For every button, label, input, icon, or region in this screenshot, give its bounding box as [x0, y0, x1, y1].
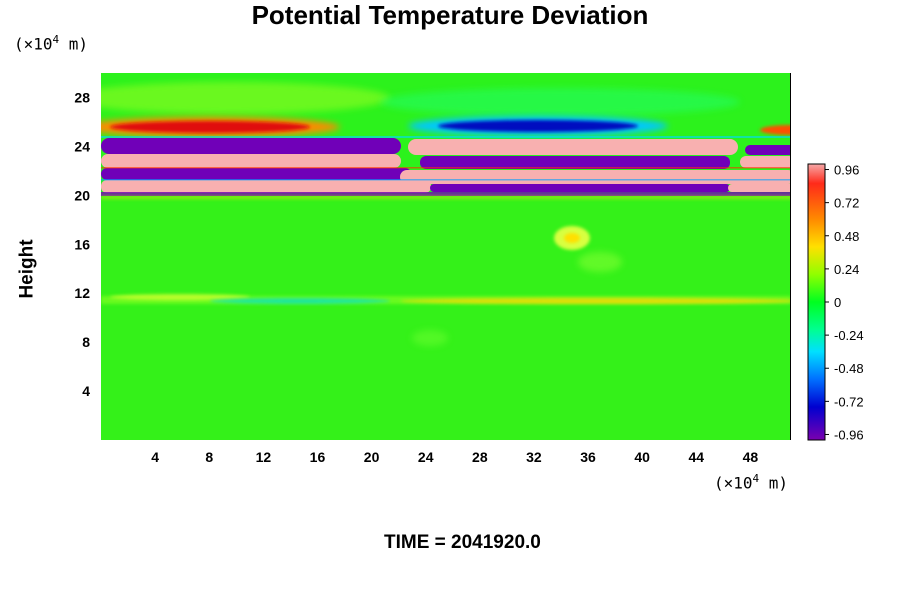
heatmap-feature [101, 180, 431, 193]
heatmap-feature [430, 184, 730, 192]
y-tick-label: 20 [74, 187, 90, 203]
heatmap-feature [400, 170, 791, 184]
x-tick-label: 20 [364, 449, 380, 465]
heatmap-feature [728, 184, 791, 192]
y-tick-label: 4 [82, 383, 90, 399]
x-tick-label: 16 [310, 449, 326, 465]
heatmap-feature [412, 330, 448, 346]
heatmap-feature [400, 298, 791, 304]
colorbar-tick-label: -0.48 [834, 361, 864, 376]
heatmap-feature [745, 145, 791, 155]
colorbar-tick-label: -0.24 [834, 328, 864, 343]
y-tick-label: 8 [82, 334, 90, 350]
y-tick-label: 28 [74, 89, 90, 105]
y-tick-label: 24 [74, 138, 90, 154]
heatmap-feature [408, 139, 738, 155]
colorbar-tick-label: -0.72 [834, 394, 864, 409]
y-tick-label: 12 [74, 285, 90, 301]
heatmap-feature [438, 120, 638, 132]
heatmap-feature [740, 156, 791, 168]
x-tick-label: 44 [689, 449, 705, 465]
heatmap-feature [101, 168, 411, 180]
heatmap-feature [578, 252, 622, 272]
x-tick-label: 4 [151, 449, 159, 465]
colorbar-tick-label: 0.72 [834, 196, 859, 211]
y-axis-unit: (×104 m) [14, 33, 89, 54]
heatmap-feature [101, 179, 791, 181]
colorbar [807, 163, 826, 441]
heatmap-feature [101, 82, 390, 114]
heatmap-feature [420, 156, 730, 169]
colorbar-tick-label: 0.96 [834, 163, 859, 178]
x-tick-label: 32 [526, 449, 542, 465]
x-axis-unit: (×104 m) [714, 472, 789, 493]
x-axis-ticks: 4 8 12 16 20 24 28 32 36 40 44 48 [151, 449, 758, 465]
x-tick-label: 48 [743, 449, 759, 465]
heatmap-feature [210, 298, 390, 304]
heatmap-feature [110, 294, 250, 300]
time-label: TIME = 2041920.0 [384, 532, 541, 553]
heatmap-feature [110, 121, 310, 133]
x-tick-label: 36 [580, 449, 596, 465]
heatmap-feature [101, 196, 791, 199]
heatmap-feature [564, 233, 580, 243]
y-tick-label: 16 [74, 236, 90, 252]
heatmap-feature [101, 192, 791, 196]
x-tick-label: 40 [634, 449, 650, 465]
colorbar-ticks: 0.96 0.72 0.48 0.24 0 -0.24 -0.48 -0.72 -0.96 [825, 163, 864, 442]
heatmap-feature [101, 167, 791, 169]
x-tick-label: 28 [472, 449, 488, 465]
heatmap-feature [101, 138, 401, 154]
chart-title: Potential Temperature Deviation [251, 0, 649, 30]
x-tick-label: 24 [418, 449, 434, 465]
colorbar-tick-label: -0.96 [834, 427, 864, 442]
x-tick-label: 8 [205, 449, 213, 465]
heatmap-feature [760, 125, 791, 135]
y-axis-ticks: 4 8 12 16 20 24 28 [74, 89, 90, 399]
heatmap-feature [101, 136, 791, 138]
colorbar-tick-label: 0.48 [834, 229, 859, 244]
colorbar-tick-label: 0 [834, 295, 841, 310]
colorbar-tick-label: 0.24 [834, 262, 859, 277]
x-tick-label: 12 [256, 449, 272, 465]
heatmap-feature [101, 154, 401, 168]
heatmap-lower-region [101, 200, 791, 440]
heatmap-feature [380, 88, 740, 116]
